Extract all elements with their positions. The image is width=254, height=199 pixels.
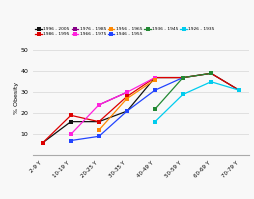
1986 - 1995 (182, 76, 185, 79)
Line: 1956 - 1965: 1956 - 1965 (97, 78, 156, 132)
1996 - 2005 (125, 110, 129, 112)
1976 - 1985 (97, 104, 100, 106)
1966 - 1975 (69, 133, 72, 136)
1986 - 1995 (210, 72, 213, 75)
1966 - 1975 (153, 76, 156, 79)
1966 - 1975 (125, 91, 129, 94)
1956 - 1965 (153, 78, 156, 81)
1956 - 1965 (125, 97, 129, 100)
1936 - 1945 (210, 72, 213, 75)
Line: 1986 - 1995: 1986 - 1995 (41, 72, 241, 144)
1996 - 2005 (153, 76, 156, 79)
1976 - 1985 (125, 91, 129, 94)
Line: 1936 - 1945: 1936 - 1945 (153, 72, 213, 111)
Line: 1926 - 1935: 1926 - 1935 (153, 80, 241, 123)
1986 - 1995 (237, 89, 241, 91)
1926 - 1935 (153, 120, 156, 123)
Legend: 1996 - 2005, 1986 - 1995, 1976 - 1985, 1966 - 1975, 1956 - 1965, 1946 - 1955, 19: 1996 - 2005, 1986 - 1995, 1976 - 1985, 1… (35, 27, 215, 36)
1946 - 1955 (153, 89, 156, 91)
1996 - 2005 (237, 89, 241, 91)
Y-axis label: % Obesity: % Obesity (14, 81, 19, 114)
1996 - 2005 (69, 120, 72, 123)
1926 - 1935 (237, 89, 241, 91)
1926 - 1935 (210, 81, 213, 83)
Line: 1966 - 1975: 1966 - 1975 (69, 76, 156, 136)
1986 - 1995 (41, 141, 44, 144)
1936 - 1945 (153, 108, 156, 110)
1996 - 2005 (41, 141, 44, 144)
Line: 1976 - 1985: 1976 - 1985 (97, 91, 129, 106)
1946 - 1955 (69, 139, 72, 142)
1956 - 1965 (97, 129, 100, 131)
Line: 1996 - 2005: 1996 - 2005 (41, 72, 241, 144)
1966 - 1975 (97, 104, 100, 106)
1986 - 1995 (69, 114, 72, 117)
1986 - 1995 (153, 76, 156, 79)
1926 - 1935 (182, 93, 185, 96)
1946 - 1955 (97, 135, 100, 138)
1996 - 2005 (182, 76, 185, 79)
1996 - 2005 (210, 72, 213, 75)
1946 - 1955 (182, 76, 185, 79)
1986 - 1995 (97, 120, 100, 123)
1996 - 2005 (97, 120, 100, 123)
1936 - 1945 (182, 76, 185, 79)
1946 - 1955 (125, 110, 129, 112)
Line: 1946 - 1955: 1946 - 1955 (69, 76, 185, 142)
1986 - 1995 (125, 95, 129, 98)
